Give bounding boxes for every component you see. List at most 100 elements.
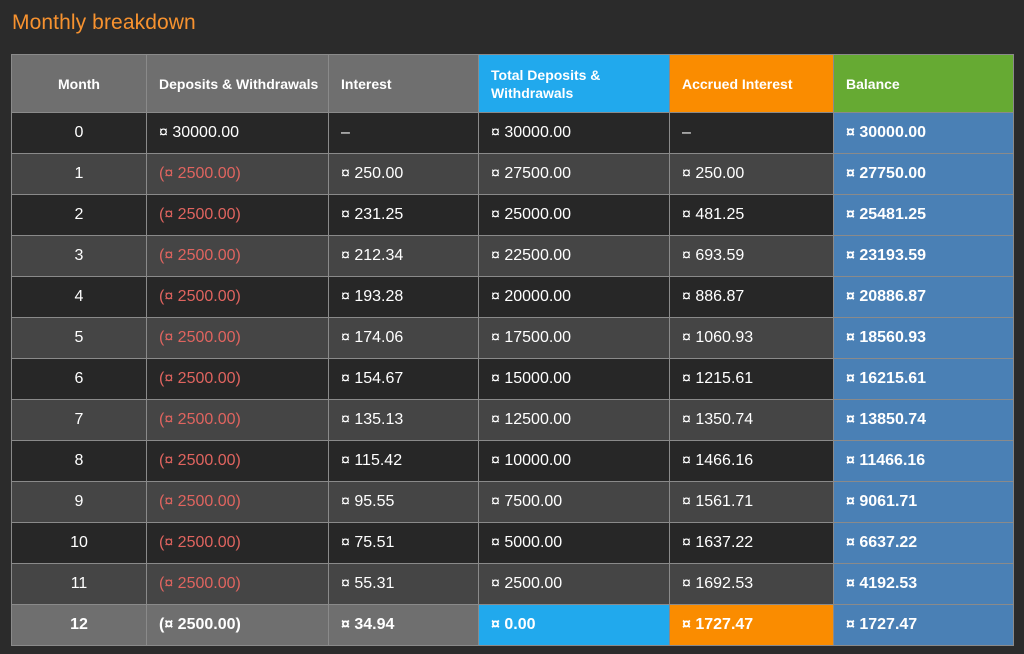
cell-total-deposits: ¤ 27500.00 [478, 153, 670, 195]
table-row: 11 (¤ 2500.00) ¤ 55.31 ¤ 2500.00 ¤ 1692.53 ¤ … [11, 563, 1014, 605]
cell-accrued-interest: ¤ 1561.71 [669, 481, 834, 523]
table-row: 0 ¤ 30000.00– ¤ 30000.00– ¤ 30000.00 [11, 112, 1014, 154]
cell-balance: ¤ 6637.22 [833, 522, 1014, 564]
cell-deposits: (¤ 2500.00) [146, 276, 329, 318]
cell-balance: ¤ 1727.47 [833, 604, 1014, 646]
table-row: 8 (¤ 2500.00) ¤ 115.42 ¤ 10000.00 ¤ 1466.16 ¤… [11, 440, 1014, 482]
cell-interest: ¤ 34.94 [328, 604, 479, 646]
cell-accrued-interest: ¤ 481.25 [669, 194, 834, 236]
cell-balance: ¤ 27750.00 [833, 153, 1014, 195]
column-header-month: Month [11, 54, 147, 113]
table-row: 7 (¤ 2500.00) ¤ 135.13 ¤ 12500.00 ¤ 1350.74 ¤… [11, 399, 1014, 441]
cell-month: 11 [11, 563, 147, 605]
final-month-row: 12 (¤ 2500.00) ¤ 34.94 ¤ 0.00 ¤ 1727.47 … [11, 604, 1014, 646]
cell-balance: ¤ 4192.53 [833, 563, 1014, 605]
cell-month: 2 [11, 194, 147, 236]
cell-interest: ¤ 154.67 [328, 358, 479, 400]
cell-balance: ¤ 18560.93 [833, 317, 1014, 359]
cell-month: 4 [11, 276, 147, 318]
cell-total-deposits: ¤ 17500.00 [478, 317, 670, 359]
cell-deposits: (¤ 2500.00) [146, 440, 329, 482]
cell-deposits: (¤ 2500.00) [146, 194, 329, 236]
cell-deposits: (¤ 2500.00) [146, 317, 329, 359]
cell-deposits: ¤ 30000.00 [146, 112, 329, 154]
cell-interest: ¤ 135.13 [328, 399, 479, 441]
cell-total-deposits: ¤ 5000.00 [478, 522, 670, 564]
cell-interest: ¤ 95.55 [328, 481, 479, 523]
cell-accrued-interest: ¤ 250.00 [669, 153, 834, 195]
cell-deposits: (¤ 2500.00) [146, 399, 329, 441]
cell-month: 6 [11, 358, 147, 400]
cell-accrued-interest: ¤ 1060.93 [669, 317, 834, 359]
cell-interest: ¤ 55.31 [328, 563, 479, 605]
cell-month: 0 [11, 112, 147, 154]
cell-accrued-interest: ¤ 1637.22 [669, 522, 834, 564]
table-row: 5 (¤ 2500.00) ¤ 174.06 ¤ 17500.00 ¤ 1060.93 ¤… [11, 317, 1014, 359]
page-title: Monthly breakdown [12, 11, 196, 34]
cell-accrued-interest: ¤ 1215.61 [669, 358, 834, 400]
cell-interest: ¤ 212.34 [328, 235, 479, 277]
table-row: 2 (¤ 2500.00) ¤ 231.25 ¤ 25000.00 ¤ 481.25 ¤ … [11, 194, 1014, 236]
cell-balance: ¤ 9061.71 [833, 481, 1014, 523]
table-row: 3 (¤ 2500.00) ¤ 212.34 ¤ 22500.00 ¤ 693.59 ¤ … [11, 235, 1014, 277]
cell-interest: ¤ 75.51 [328, 522, 479, 564]
cell-interest: – [328, 112, 479, 154]
cell-accrued-interest: ¤ 1727.47 [669, 604, 834, 646]
table-header: Month Deposits & Withdrawals Interest To… [11, 54, 1014, 113]
cell-month: 1 [11, 153, 147, 195]
cell-total-deposits: ¤ 20000.00 [478, 276, 670, 318]
column-header-balance: Balance [833, 54, 1014, 113]
table-body: 0 ¤ 30000.00– ¤ 30000.00– ¤ 30000.00 1 (¤ 250… [11, 112, 1014, 605]
cell-deposits: (¤ 2500.00) [146, 522, 329, 564]
cell-balance: ¤ 16215.61 [833, 358, 1014, 400]
cell-accrued-interest: ¤ 1466.16 [669, 440, 834, 482]
cell-total-deposits: ¤ 30000.00 [478, 112, 670, 154]
table-row: 4 (¤ 2500.00) ¤ 193.28 ¤ 20000.00 ¤ 886.87 ¤ … [11, 276, 1014, 318]
cell-interest: ¤ 250.00 [328, 153, 479, 195]
cell-month: 8 [11, 440, 147, 482]
cell-accrued-interest: – [669, 112, 834, 154]
cell-interest: ¤ 231.25 [328, 194, 479, 236]
header-row: Month Deposits & Withdrawals Interest To… [11, 54, 1014, 113]
cell-interest: ¤ 174.06 [328, 317, 479, 359]
table-footer: 12 (¤ 2500.00) ¤ 34.94 ¤ 0.00 ¤ 1727.47 … [11, 604, 1014, 646]
cell-accrued-interest: ¤ 1350.74 [669, 399, 834, 441]
breakdown-table-container: Month Deposits & Withdrawals Interest To… [11, 54, 1014, 646]
cell-month: 12 [11, 604, 147, 646]
column-header-interest: Interest [328, 54, 479, 113]
column-header-accrued-interest: Accrued Interest [669, 54, 834, 113]
cell-deposits: (¤ 2500.00) [146, 563, 329, 605]
breakdown-table: Month Deposits & Withdrawals Interest To… [11, 54, 1014, 646]
table-row: 10 (¤ 2500.00) ¤ 75.51 ¤ 5000.00 ¤ 1637.22 ¤ … [11, 522, 1014, 564]
cell-interest: ¤ 193.28 [328, 276, 479, 318]
cell-balance: ¤ 13850.74 [833, 399, 1014, 441]
table-row: 6 (¤ 2500.00) ¤ 154.67 ¤ 15000.00 ¤ 1215.61 ¤… [11, 358, 1014, 400]
cell-balance: ¤ 25481.25 [833, 194, 1014, 236]
column-header-deposits: Deposits & Withdrawals [146, 54, 329, 113]
cell-month: 5 [11, 317, 147, 359]
cell-deposits: (¤ 2500.00) [146, 235, 329, 277]
cell-total-deposits: ¤ 2500.00 [478, 563, 670, 605]
cell-total-deposits: ¤ 10000.00 [478, 440, 670, 482]
cell-deposits: (¤ 2500.00) [146, 153, 329, 195]
cell-month: 10 [11, 522, 147, 564]
cell-accrued-interest: ¤ 693.59 [669, 235, 834, 277]
cell-total-deposits: ¤ 12500.00 [478, 399, 670, 441]
cell-month: 3 [11, 235, 147, 277]
table-row: 9 (¤ 2500.00) ¤ 95.55 ¤ 7500.00 ¤ 1561.71 ¤ 9… [11, 481, 1014, 523]
cell-total-deposits: ¤ 22500.00 [478, 235, 670, 277]
cell-deposits: (¤ 2500.00) [146, 358, 329, 400]
cell-accrued-interest: ¤ 1692.53 [669, 563, 834, 605]
cell-deposits: (¤ 2500.00) [146, 604, 329, 646]
cell-total-deposits: ¤ 25000.00 [478, 194, 670, 236]
cell-total-deposits: ¤ 15000.00 [478, 358, 670, 400]
cell-month: 9 [11, 481, 147, 523]
cell-deposits: (¤ 2500.00) [146, 481, 329, 523]
cell-total-deposits: ¤ 7500.00 [478, 481, 670, 523]
cell-month: 7 [11, 399, 147, 441]
column-header-total-deposits: Total Deposits & Withdrawals [478, 54, 670, 113]
cell-accrued-interest: ¤ 886.87 [669, 276, 834, 318]
cell-balance: ¤ 30000.00 [833, 112, 1014, 154]
cell-balance: ¤ 11466.16 [833, 440, 1014, 482]
cell-balance: ¤ 23193.59 [833, 235, 1014, 277]
